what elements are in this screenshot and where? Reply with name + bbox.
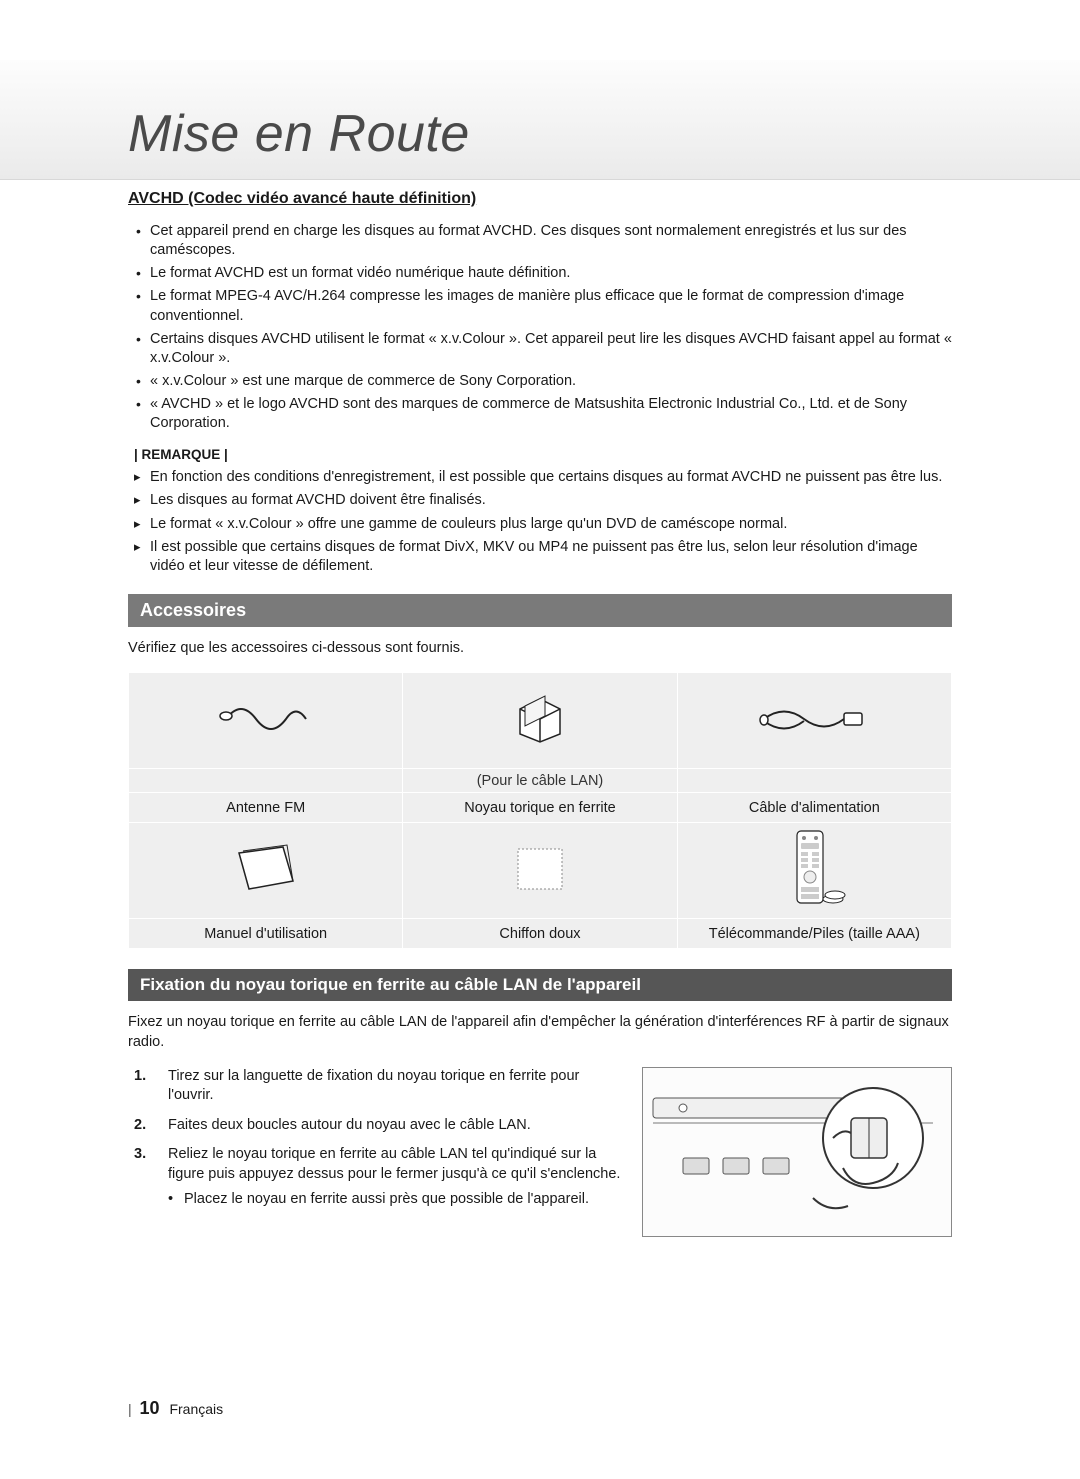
- step-number: 3.: [134, 1145, 146, 1165]
- avchd-heading: AVCHD (Codec vidéo avancé haute définiti…: [128, 190, 952, 208]
- list-item: En fonction des conditions d'enregistrem…: [128, 468, 952, 487]
- page-language: Français: [169, 1401, 223, 1417]
- accessory-label: Chiffon doux: [403, 919, 677, 949]
- accessory-image-cell: [677, 673, 951, 769]
- step-item: 1. Tirez sur la languette de fixation du…: [128, 1067, 622, 1106]
- list-item: Certains disques AVCHD utilisent le form…: [128, 330, 952, 368]
- accessory-label: Antenne FM: [129, 793, 403, 823]
- ferrite-steps: 1. Tirez sur la languette de fixation du…: [128, 1067, 622, 1210]
- step-text: Tirez sur la languette de fixation du no…: [168, 1068, 579, 1104]
- avchd-notes: En fonction des conditions d'enregistrem…: [128, 468, 952, 576]
- remote-icon: [779, 829, 849, 909]
- manual-icon: [231, 841, 301, 896]
- substep-item: Placez le noyau en ferrite aussi près qu…: [168, 1190, 622, 1210]
- page-footer: | 10 Français: [128, 1398, 223, 1419]
- content-area: AVCHD (Codec vidéo avancé haute définiti…: [128, 190, 952, 1237]
- page-number: 10: [140, 1398, 160, 1418]
- accessory-image-cell: [129, 673, 403, 769]
- accessory-image-cell: [403, 673, 677, 769]
- accessory-image-cell: [677, 823, 951, 919]
- footer-bar: |: [128, 1401, 132, 1417]
- list-item: Cet appareil prend en charge les disques…: [128, 222, 952, 260]
- step-text: Faites deux boucles autour du noyau avec…: [168, 1117, 531, 1133]
- accessory-hint: [129, 769, 403, 793]
- page: Mise en Route AVCHD (Codec vidéo avancé …: [0, 0, 1080, 1479]
- accessory-label: Câble d'alimentation: [677, 793, 951, 823]
- list-item: Le format MPEG-4 AVC/H.264 compresse les…: [128, 287, 952, 325]
- list-item: Les disques au format AVCHD doivent être…: [128, 491, 952, 510]
- accessory-image-cell: [403, 823, 677, 919]
- accessories-intro: Vérifiez que les accessoires ci-dessous …: [128, 639, 952, 659]
- note-label: | REMARQUE |: [134, 447, 952, 462]
- ferrite-diagram-svg: [643, 1068, 953, 1238]
- accessory-hint: (Pour le câble LAN): [403, 769, 677, 793]
- cloth-icon: [510, 841, 570, 896]
- power-cable-icon: [759, 699, 869, 739]
- avchd-bullets: Cet appareil prend en charge les disques…: [128, 222, 952, 433]
- list-item: « AVCHD » et le logo AVCHD sont des marq…: [128, 395, 952, 433]
- antenna-icon: [216, 694, 316, 744]
- ferrite-intro: Fixez un noyau torique en ferrite au câb…: [128, 1013, 952, 1052]
- accessory-hint: [677, 769, 951, 793]
- accessory-image-cell: [129, 823, 403, 919]
- accessories-table: (Pour le câble LAN) Antenne FM Noyau tor…: [128, 672, 952, 949]
- list-item: Le format AVCHD est un format vidéo numé…: [128, 264, 952, 283]
- list-item: Il est possible que certains disques de …: [128, 538, 952, 576]
- ferrite-section-title: Fixation du noyau torique en ferrite au …: [128, 969, 952, 1001]
- accessory-label: Noyau torique en ferrite: [403, 793, 677, 823]
- step-item: 3. Reliez le noyau torique en ferrite au…: [128, 1145, 622, 1210]
- list-item: « x.v.Colour » est une marque de commerc…: [128, 372, 952, 391]
- ferrite-steps-wrap: 1. Tirez sur la languette de fixation du…: [128, 1067, 952, 1237]
- ferrite-icon: [510, 694, 570, 744]
- accessory-label: Télécommande/Piles (taille AAA): [677, 919, 951, 949]
- ferrite-diagram: [642, 1067, 952, 1237]
- accessory-label: Manuel d'utilisation: [129, 919, 403, 949]
- step-number: 1.: [134, 1067, 146, 1087]
- step-text: Reliez le noyau torique en ferrite au câ…: [168, 1146, 620, 1182]
- page-title: Mise en Route: [128, 104, 470, 164]
- step-number: 2.: [134, 1116, 146, 1136]
- accessories-section-title: Accessoires: [128, 594, 952, 627]
- step-item: 2. Faites deux boucles autour du noyau a…: [128, 1116, 622, 1136]
- list-item: Le format « x.v.Colour » offre une gamme…: [128, 515, 952, 534]
